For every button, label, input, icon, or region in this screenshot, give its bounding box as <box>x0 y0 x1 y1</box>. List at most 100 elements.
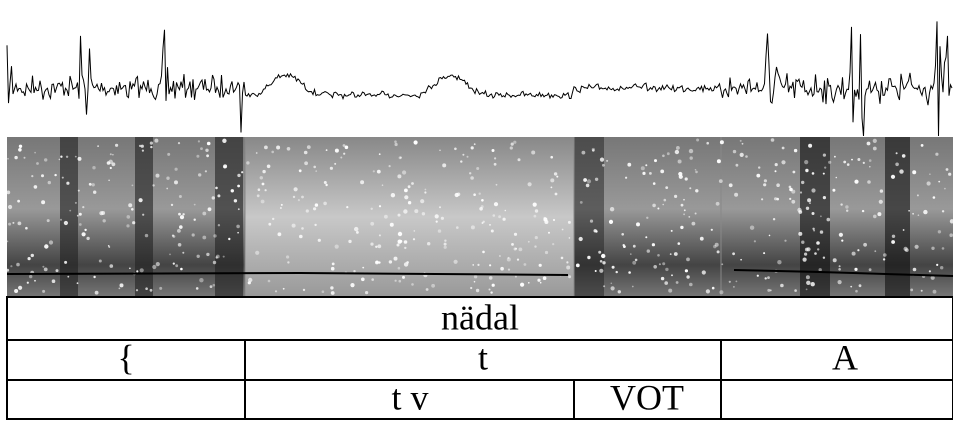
spectrogram-speckle <box>376 169 381 174</box>
spectrogram-speckle <box>313 207 317 211</box>
spectrogram-speckle <box>895 152 898 155</box>
spectrogram-speckle <box>716 159 721 164</box>
spectrogram-speckle <box>404 188 408 193</box>
spectrogram-speckle <box>444 239 447 242</box>
spectrogram-speckle <box>196 254 200 258</box>
spectrogram-speckle <box>177 243 182 247</box>
spectrogram-speckle <box>321 290 325 294</box>
spectrogram-speckle <box>935 152 939 156</box>
spectrogram-speckle <box>397 266 401 270</box>
spectrogram-speckle <box>81 232 86 237</box>
spectrogram-speckle <box>493 162 497 166</box>
spectrogram-speckle <box>816 241 820 245</box>
spectrogram-speckle <box>696 138 700 142</box>
spectrogram-speckle <box>404 246 407 250</box>
spectrogram-speckle <box>686 275 690 279</box>
spectrogram-speckle <box>191 233 195 237</box>
spectrogram-speckle <box>820 215 822 218</box>
spectrogram-speckle <box>926 181 931 186</box>
spectrogram-speckle <box>314 223 317 227</box>
spectrogram-speckle <box>802 257 807 262</box>
spectrogram-speckle <box>54 173 57 177</box>
spectrogram-speckle <box>764 277 767 280</box>
spectrogram-speckle <box>76 214 79 217</box>
spectrogram-speckle <box>594 177 599 181</box>
spectrogram-speckle <box>178 212 181 216</box>
spectrogram-speckle <box>599 268 604 273</box>
spectrogram-speckle <box>63 220 68 226</box>
spectrogram-speckle <box>330 286 334 290</box>
spectrogram-band <box>135 137 153 297</box>
spectrogram-speckle <box>267 279 271 283</box>
spectrogram-speckle <box>711 286 715 290</box>
spectrogram-speckle <box>640 166 645 171</box>
spectrogram-speckle <box>594 270 597 272</box>
spectrogram-speckle <box>255 250 260 255</box>
spectrogram-speckle <box>272 217 275 221</box>
spectrogram-speckle <box>739 152 744 157</box>
spectrogram-speckle <box>155 173 160 178</box>
spectrogram-speckle <box>491 149 495 152</box>
spectrogram-speckle <box>169 253 171 256</box>
spectrogram-speckle <box>150 145 153 149</box>
spectrogram-speckle <box>527 240 530 243</box>
spectrogram-speckle <box>801 180 805 185</box>
spectrogram-speckle <box>923 209 928 215</box>
spectrogram-speckle <box>286 147 291 151</box>
spectrogram-speckle <box>506 257 511 262</box>
spectrogram-speckle <box>325 183 328 187</box>
spectrogram-speckle <box>832 258 837 263</box>
spectrogram-speckle <box>98 259 102 263</box>
spectrogram-speckle <box>805 275 810 280</box>
spectrogram-speckle <box>628 271 631 274</box>
spectrogram-speckle <box>838 232 844 237</box>
spectrogram-speckle <box>301 227 304 230</box>
spectrogram-speckle <box>388 260 393 264</box>
spectrogram-speckle <box>42 289 46 293</box>
spectrogram-speckle <box>41 174 44 178</box>
spectrogram-speckle <box>811 188 816 193</box>
spectrogram-speckle <box>213 234 217 238</box>
spectrogram-speckle <box>662 203 664 206</box>
spectrogram-speckle <box>64 260 68 264</box>
spectrogram-speckle <box>411 283 414 286</box>
spectrogram-speckle <box>340 156 343 159</box>
spectrogram-speckle <box>705 289 711 294</box>
spectrogram-speckle <box>55 269 59 273</box>
spectrogram-speckle <box>714 242 719 247</box>
spectrogram-speckle <box>177 142 181 145</box>
spectrogram-speckle <box>801 240 805 244</box>
spectrogram-speckle <box>537 278 541 282</box>
spectrogram-speckle <box>931 246 935 250</box>
spectrogram-speckle <box>513 140 517 144</box>
spectrogram-speckle <box>552 218 556 222</box>
spectrogram-speckle <box>776 183 780 187</box>
spectrogram-speckle <box>669 253 672 256</box>
spectrogram-speckle <box>237 184 241 188</box>
spectrogram-speckle <box>822 256 826 259</box>
spectrogram-speckle <box>394 142 398 147</box>
spectrogram-speckle <box>261 182 265 186</box>
spectrogram-speckle <box>841 239 844 242</box>
spectrogram-speckle <box>493 202 499 207</box>
tier-frame <box>6 296 953 420</box>
spectrogram-speckle <box>182 213 185 216</box>
spectrogram-speckle <box>149 141 153 145</box>
spectrogram-speckle <box>769 289 772 292</box>
spectrogram-speckle <box>472 264 475 266</box>
spectrogram-speckle <box>869 165 871 168</box>
spectrogram-speckle <box>657 207 660 210</box>
spectrogram-speckle <box>78 212 82 216</box>
spectrogram-speckle <box>370 207 373 210</box>
spectrogram-speckle <box>439 149 441 152</box>
spectrogram-speckle <box>920 289 923 292</box>
spectrogram-speckle <box>397 239 402 244</box>
spectrogram-speckle <box>97 145 99 148</box>
spectrogram-speckle <box>774 163 778 167</box>
spectrogram-speckle <box>732 149 737 154</box>
spectrogram-speckle <box>745 155 748 158</box>
spectrogram-speckle <box>304 161 308 166</box>
spectrogram-speckle <box>857 249 860 252</box>
spectrogram-speckle <box>182 251 185 254</box>
